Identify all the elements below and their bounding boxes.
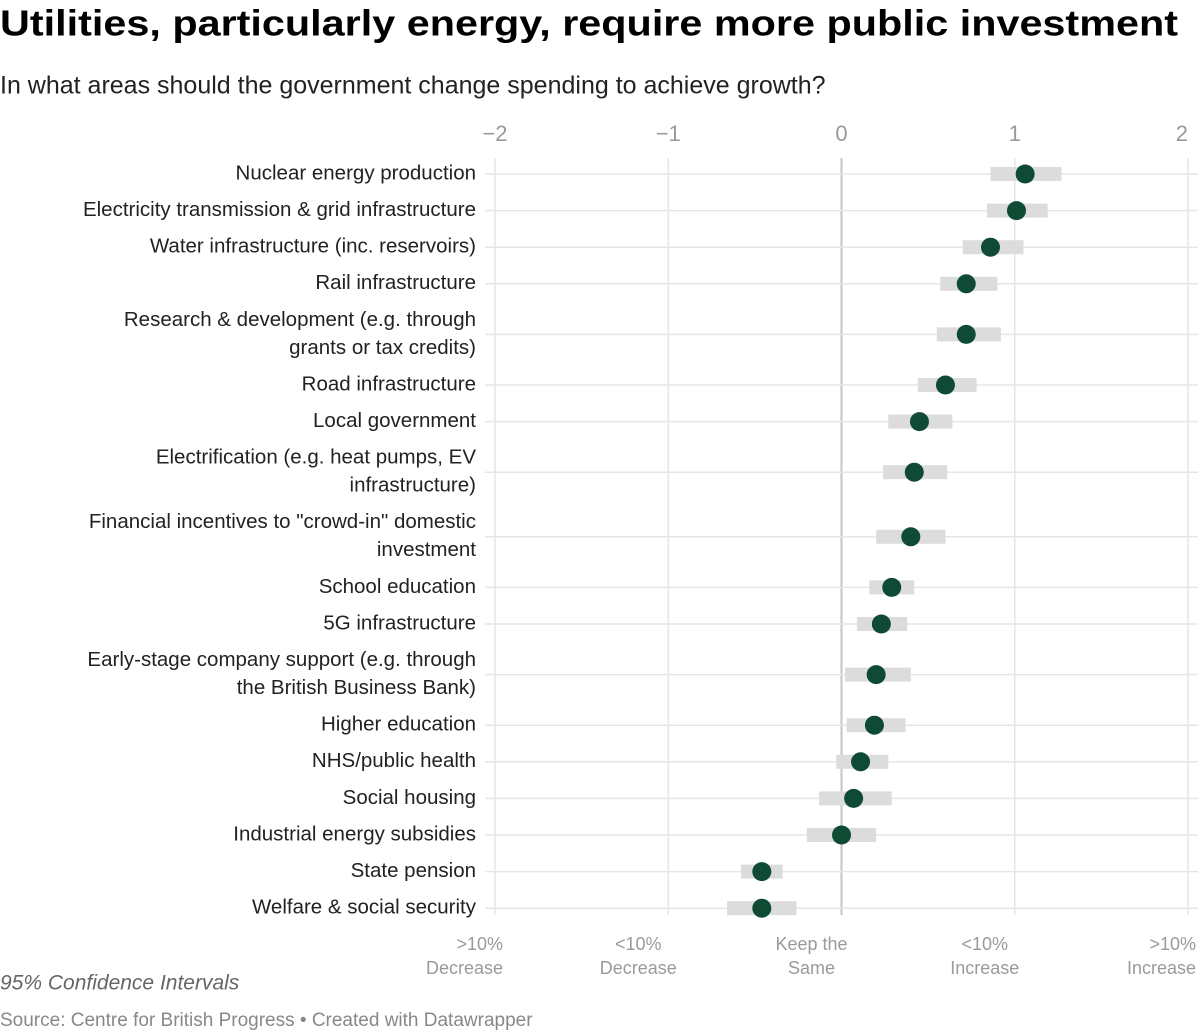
dot <box>1006 201 1026 221</box>
dot <box>909 412 929 432</box>
bottom-tick-label: <10% <box>961 934 1008 954</box>
dot <box>1015 164 1035 184</box>
note: 95% Confidence Intervals <box>0 972 240 995</box>
bottom-tick-label: >10% <box>456 934 503 954</box>
category-label: Financial incentives to "crowd-in" domes… <box>89 510 476 533</box>
bottom-tick-label: Same <box>788 958 835 978</box>
x-tick-label: −1 <box>656 121 681 146</box>
chart-subtitle: In what areas should the government chan… <box>0 72 826 100</box>
category-label: grants or tax credits) <box>289 336 476 359</box>
category-label: Welfare & social security <box>252 896 477 919</box>
category-label: School education <box>319 575 476 598</box>
category-label: State pension <box>351 859 476 882</box>
dot <box>901 527 921 547</box>
chart-title: Utilities, particularly energy, require … <box>0 3 1178 44</box>
category-label: investment <box>377 538 476 561</box>
dot <box>956 324 976 344</box>
category-label: Research & development (e.g. through <box>124 308 476 331</box>
bottom-tick-label: >10% <box>1149 934 1196 954</box>
dot <box>882 577 902 597</box>
category-label: Rail infrastructure <box>315 271 476 294</box>
dot <box>844 788 864 808</box>
x-tick-label: −2 <box>482 121 507 146</box>
dot <box>832 825 851 845</box>
dot <box>752 862 772 882</box>
category-label: Early-stage company support (e.g. throug… <box>87 648 476 671</box>
category-label: Local government <box>313 409 476 432</box>
category-label: Electrification (e.g. heat pumps, EV <box>156 446 477 469</box>
category-label: Higher education <box>321 713 476 736</box>
bottom-tick-label: Increase <box>950 958 1019 978</box>
category-label: Electricity transmission & grid infrastr… <box>83 198 476 221</box>
x-tick-label: 2 <box>1176 121 1188 146</box>
dot <box>871 614 891 634</box>
category-label: Nuclear energy production <box>236 161 476 184</box>
x-tick-label: 0 <box>835 121 847 146</box>
source: Source: Centre for British Progress • Cr… <box>0 1010 533 1031</box>
dot <box>935 375 955 395</box>
bottom-tick-label: Increase <box>1127 958 1196 978</box>
x-tick-label: 1 <box>1009 121 1021 146</box>
dot <box>904 462 924 482</box>
dot <box>864 715 884 735</box>
category-label: Road infrastructure <box>302 372 476 395</box>
dot <box>980 237 1000 257</box>
category-label: NHS/public health <box>312 749 476 772</box>
dot <box>866 665 886 685</box>
category-label: the British Business Bank) <box>237 676 476 699</box>
category-label: Water infrastructure (inc. reservoirs) <box>150 235 476 258</box>
bottom-tick-label: Decrease <box>600 958 677 978</box>
dot <box>851 752 871 772</box>
bottom-tick-label: <10% <box>615 934 662 954</box>
category-label: infrastructure) <box>350 474 476 497</box>
category-label: Social housing <box>343 786 476 809</box>
bottom-tick-label: Decrease <box>426 958 503 978</box>
category-label: 5G infrastructure <box>323 611 476 634</box>
bottom-tick-label: Keep the <box>775 934 847 954</box>
category-label: Industrial energy subsidies <box>233 822 476 845</box>
dot <box>752 898 772 918</box>
dot <box>956 274 976 294</box>
